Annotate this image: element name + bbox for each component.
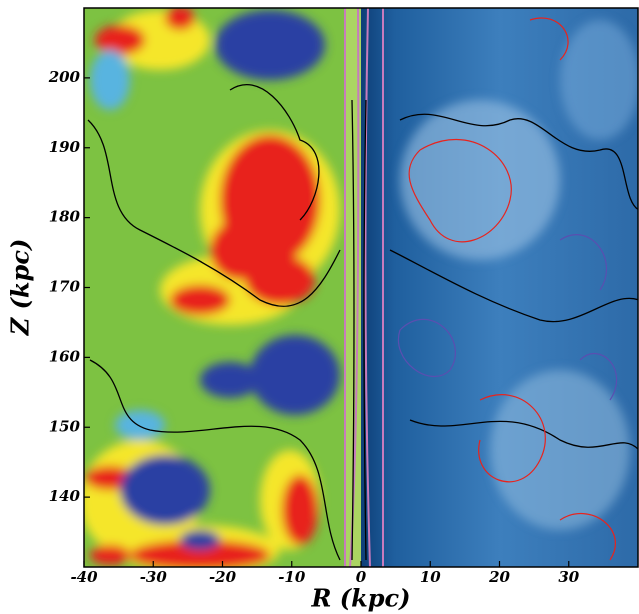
y-tick-label: 170 [49, 278, 81, 296]
x-tick-label: 30 [558, 568, 579, 586]
y-tick-label: 140 [49, 487, 81, 505]
field-image [84, 8, 638, 567]
y-tick-label: 180 [49, 208, 81, 226]
y-tick-label: 190 [49, 138, 81, 156]
x-tick-label: -10 [278, 568, 306, 586]
x-tick-label: -30 [140, 568, 168, 586]
x-tick-label: 10 [420, 568, 441, 586]
y-axis-label: Z (kpc) [6, 239, 35, 337]
x-tick-label: 0 [356, 568, 367, 586]
y-tick-label: 160 [49, 347, 81, 365]
x-tick-label: -20 [209, 568, 237, 586]
x-axis-label: R (kpc) [310, 584, 410, 613]
x-tick-label: -40 [70, 568, 98, 586]
y-tick-label: 150 [49, 417, 81, 435]
y-tick-label: 200 [48, 68, 81, 86]
x-tick-label: 20 [488, 568, 510, 586]
